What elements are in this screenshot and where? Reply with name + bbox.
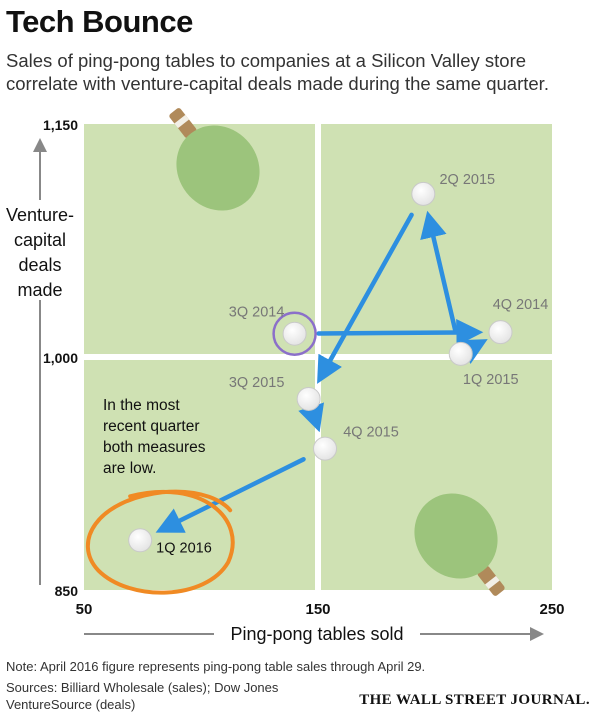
data-point — [411, 181, 436, 206]
trajectory-arrow — [316, 318, 484, 346]
scribble-highlight — [86, 489, 235, 595]
highlight-circle — [272, 311, 317, 356]
trajectory-arrow — [457, 339, 488, 364]
x-tick-label: 50 — [76, 601, 93, 618]
data-point — [282, 321, 307, 346]
chart-note: Note: April 2016 figure represents ping-… — [6, 659, 426, 674]
annotation-line: In the most — [103, 397, 180, 414]
scatter-chart: 850 1,000 1,150 50 150 250 Venture-capital deal… — [6, 108, 565, 644]
data-point — [313, 436, 338, 461]
y-axis-title-line: capital — [14, 230, 66, 250]
y-tick-label: 1,000 — [43, 350, 78, 366]
data-label: 1Q 2016 — [156, 540, 212, 556]
paddle-top-icon — [169, 108, 260, 211]
data-point — [128, 528, 153, 553]
data-label: 1Q 2015 — [463, 372, 519, 388]
data-label: 2Q 2015 — [439, 172, 495, 188]
trajectory-arrow — [420, 210, 458, 333]
chart-sources-cont: VentureSource (deals) — [6, 697, 136, 712]
trajectory-arrow — [155, 457, 306, 533]
y-axis-title-line: made — [17, 280, 62, 300]
annotation-line: both measures — [103, 439, 206, 456]
paddle-handle-band — [484, 575, 500, 590]
y-axis-title-line: deals — [18, 255, 61, 275]
x-axis-arrowhead — [530, 627, 544, 641]
chart-title: Tech Bounce — [6, 4, 193, 39]
annotation-line: are low. — [103, 460, 156, 477]
paddle-blade — [414, 493, 498, 579]
data-point — [488, 320, 513, 345]
x-tick-label: 250 — [539, 601, 564, 618]
paddle-bottom-icon — [414, 493, 505, 596]
data-label: 4Q 2014 — [493, 297, 549, 313]
data-label: 3Q 2014 — [229, 305, 285, 321]
data-point — [448, 341, 473, 366]
x-tick-label: 150 — [305, 601, 330, 618]
data-label: 4Q 2015 — [343, 425, 399, 441]
paddle-handle-band — [174, 114, 190, 129]
chart-sources: Sources: Billiard Wholesale (sales); Dow… — [6, 680, 279, 695]
data-point — [296, 386, 321, 411]
y-axis-title-line: Venture- — [6, 205, 74, 225]
y-tick-label: 850 — [55, 583, 79, 599]
y-tick-label: 1,150 — [43, 117, 78, 133]
annotation-line: recent quarter — [103, 418, 200, 435]
quadrant-top-right — [321, 124, 552, 354]
y-axis-arrowhead — [33, 138, 47, 152]
trajectory-arrow — [298, 402, 324, 433]
data-label: 3Q 2015 — [229, 375, 285, 391]
paddle-blade — [176, 125, 260, 211]
trajectory-arrow — [317, 212, 414, 384]
chart-subtitle: Sales of ping-pong tables to companies a… — [6, 50, 549, 94]
x-axis-title: Ping-pong tables sold — [230, 624, 403, 644]
publisher-credit: THE WALL STREET JOURNAL. — [359, 692, 590, 708]
